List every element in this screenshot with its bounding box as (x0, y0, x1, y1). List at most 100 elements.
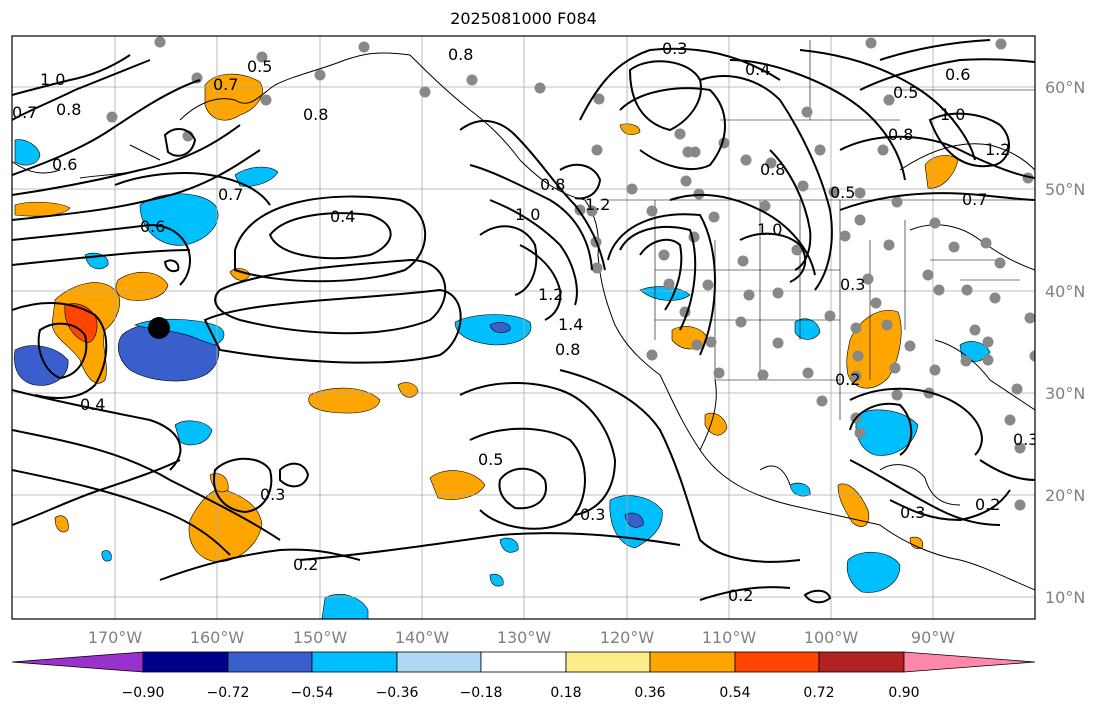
contour-label: 0.7 (213, 75, 238, 94)
storm-center-marker (148, 317, 170, 339)
lon-tick-label: 150°W (293, 628, 348, 647)
contour-label: 0.8 (303, 105, 328, 124)
lon-tick-label: 170°W (88, 628, 143, 647)
contour-label: 0.8 (760, 160, 785, 179)
contour-label: 1.2 (585, 195, 610, 214)
contour-label: 1.0 (757, 220, 782, 239)
lon-tick-label: 140°W (395, 628, 450, 647)
contour-label: 0.5 (247, 57, 272, 76)
contour-label: 0.5 (478, 450, 503, 469)
contour-label: 1.2 (538, 285, 563, 304)
colorbar-segment (734, 651, 820, 673)
shaded-regions (14, 73, 991, 619)
anomaly-region (489, 322, 511, 334)
contour-label: 0.8 (56, 100, 81, 119)
contour-label: 0.7 (12, 103, 37, 122)
lon-axis: 170°W 160°W 150°W 140°W 130°W 120°W 110°… (88, 628, 955, 647)
colorbar-segment (565, 651, 651, 673)
contour-label: 1.0 (515, 205, 540, 224)
colorbar-segment (227, 651, 313, 673)
contour-label: 0.4 (80, 395, 105, 414)
contour-label: 0.2 (293, 555, 318, 574)
contour-label: 0.2 (835, 370, 860, 389)
anomaly-region (429, 470, 486, 500)
lon-tick-label: 90°W (911, 628, 955, 647)
contour-labels: 1.0 0.8 0.7 0.6 0.5 0.7 0.8 0.6 0.7 0.4 … (12, 39, 1038, 605)
colorbar-ticks: −0.90 −0.72 −0.54 −0.36 −0.18 0.18 0.36 … (122, 685, 920, 701)
contour-label: 0.3 (1013, 430, 1038, 449)
lat-tick-label: 40°N (1045, 282, 1085, 301)
contour-label: 0.7 (218, 185, 243, 204)
contours (12, 39, 1035, 604)
anomaly-region (308, 387, 381, 414)
anomaly-region (624, 512, 644, 528)
lon-tick-label: 130°W (497, 628, 552, 647)
contour-label: 0.4 (330, 207, 355, 226)
colorbar-tick-label: 0.90 (888, 685, 919, 701)
colorbar-tick-label: −0.36 (376, 685, 419, 701)
contour-label: 0.3 (662, 39, 687, 58)
anomaly-region (115, 272, 169, 301)
contour-label: 0.5 (893, 83, 918, 102)
anomaly-region (321, 594, 369, 619)
anomaly-region (64, 303, 98, 343)
colorbar-segment (311, 651, 398, 673)
colorbar-segment (142, 651, 229, 673)
anomaly-region (14, 139, 41, 166)
lat-tick-label: 60°N (1045, 78, 1085, 97)
lon-tick-label: 120°W (600, 628, 655, 647)
colorbar-tick-label: −0.72 (207, 685, 250, 701)
anomaly-region (54, 515, 69, 533)
contour-label: 0.2 (975, 495, 1000, 514)
contour-label: 0.8 (448, 45, 473, 64)
contour-label: 0.5 (830, 183, 855, 202)
contour-label: 1.2 (985, 140, 1010, 159)
anomaly-region (174, 420, 213, 446)
contour-label: 0.3 (900, 503, 925, 522)
colorbar-tick-label: 0.36 (634, 685, 665, 701)
contour-label: 0.3 (840, 275, 865, 294)
lat-tick-label: 20°N (1045, 486, 1085, 505)
contour-label: 0.6 (52, 155, 77, 174)
colorbar-segment (11, 651, 144, 673)
lat-tick-label: 50°N (1045, 180, 1085, 199)
anomaly-region (204, 73, 263, 121)
contour-label: 1.0 (940, 105, 965, 124)
anomaly-region (101, 550, 112, 562)
colorbar-segment (903, 651, 1036, 673)
anomaly-region (846, 551, 901, 593)
contour-label: 0.8 (555, 340, 580, 359)
colorbar-tick-label: −0.90 (122, 685, 165, 701)
colorbar-tick-label: 0.54 (719, 685, 750, 701)
chart-title: 2025081000 F084 (450, 9, 597, 28)
lat-axis: 60°N 50°N 40°N 30°N 20°N 10°N (1045, 78, 1085, 607)
colorbar-segment (818, 651, 905, 673)
colorbar-tick-label: −0.54 (291, 685, 334, 701)
contour-label: 0.8 (888, 125, 913, 144)
contour-label: 0.4 (745, 60, 770, 79)
colorbar-tick-label: −0.18 (460, 685, 503, 701)
lon-tick-label: 160°W (190, 628, 245, 647)
anomaly-region (499, 537, 519, 553)
anomaly-region (704, 412, 728, 436)
lat-tick-label: 30°N (1045, 384, 1085, 403)
colorbar-tick-label: 0.18 (550, 685, 581, 701)
anomaly-region (397, 382, 419, 398)
anomaly-region (489, 573, 504, 587)
colorbar-tick-label: 0.72 (803, 685, 834, 701)
anomaly-region (837, 483, 870, 527)
anomaly-region (14, 201, 71, 217)
anomaly-region (855, 409, 919, 456)
contour-label: 0.7 (962, 190, 987, 209)
lon-tick-label: 110°W (702, 628, 757, 647)
contour-label: 0.2 (728, 586, 753, 605)
colorbar-segment (396, 651, 482, 673)
contour-label: 0.6 (945, 65, 970, 84)
colorbar-segment (480, 651, 567, 673)
anomaly-region (794, 318, 821, 340)
contour-label: 0.8 (540, 175, 565, 194)
lon-tick-label: 100°W (804, 628, 859, 647)
lat-tick-label: 10°N (1045, 588, 1085, 607)
contour-label: 1.0 (40, 70, 65, 89)
